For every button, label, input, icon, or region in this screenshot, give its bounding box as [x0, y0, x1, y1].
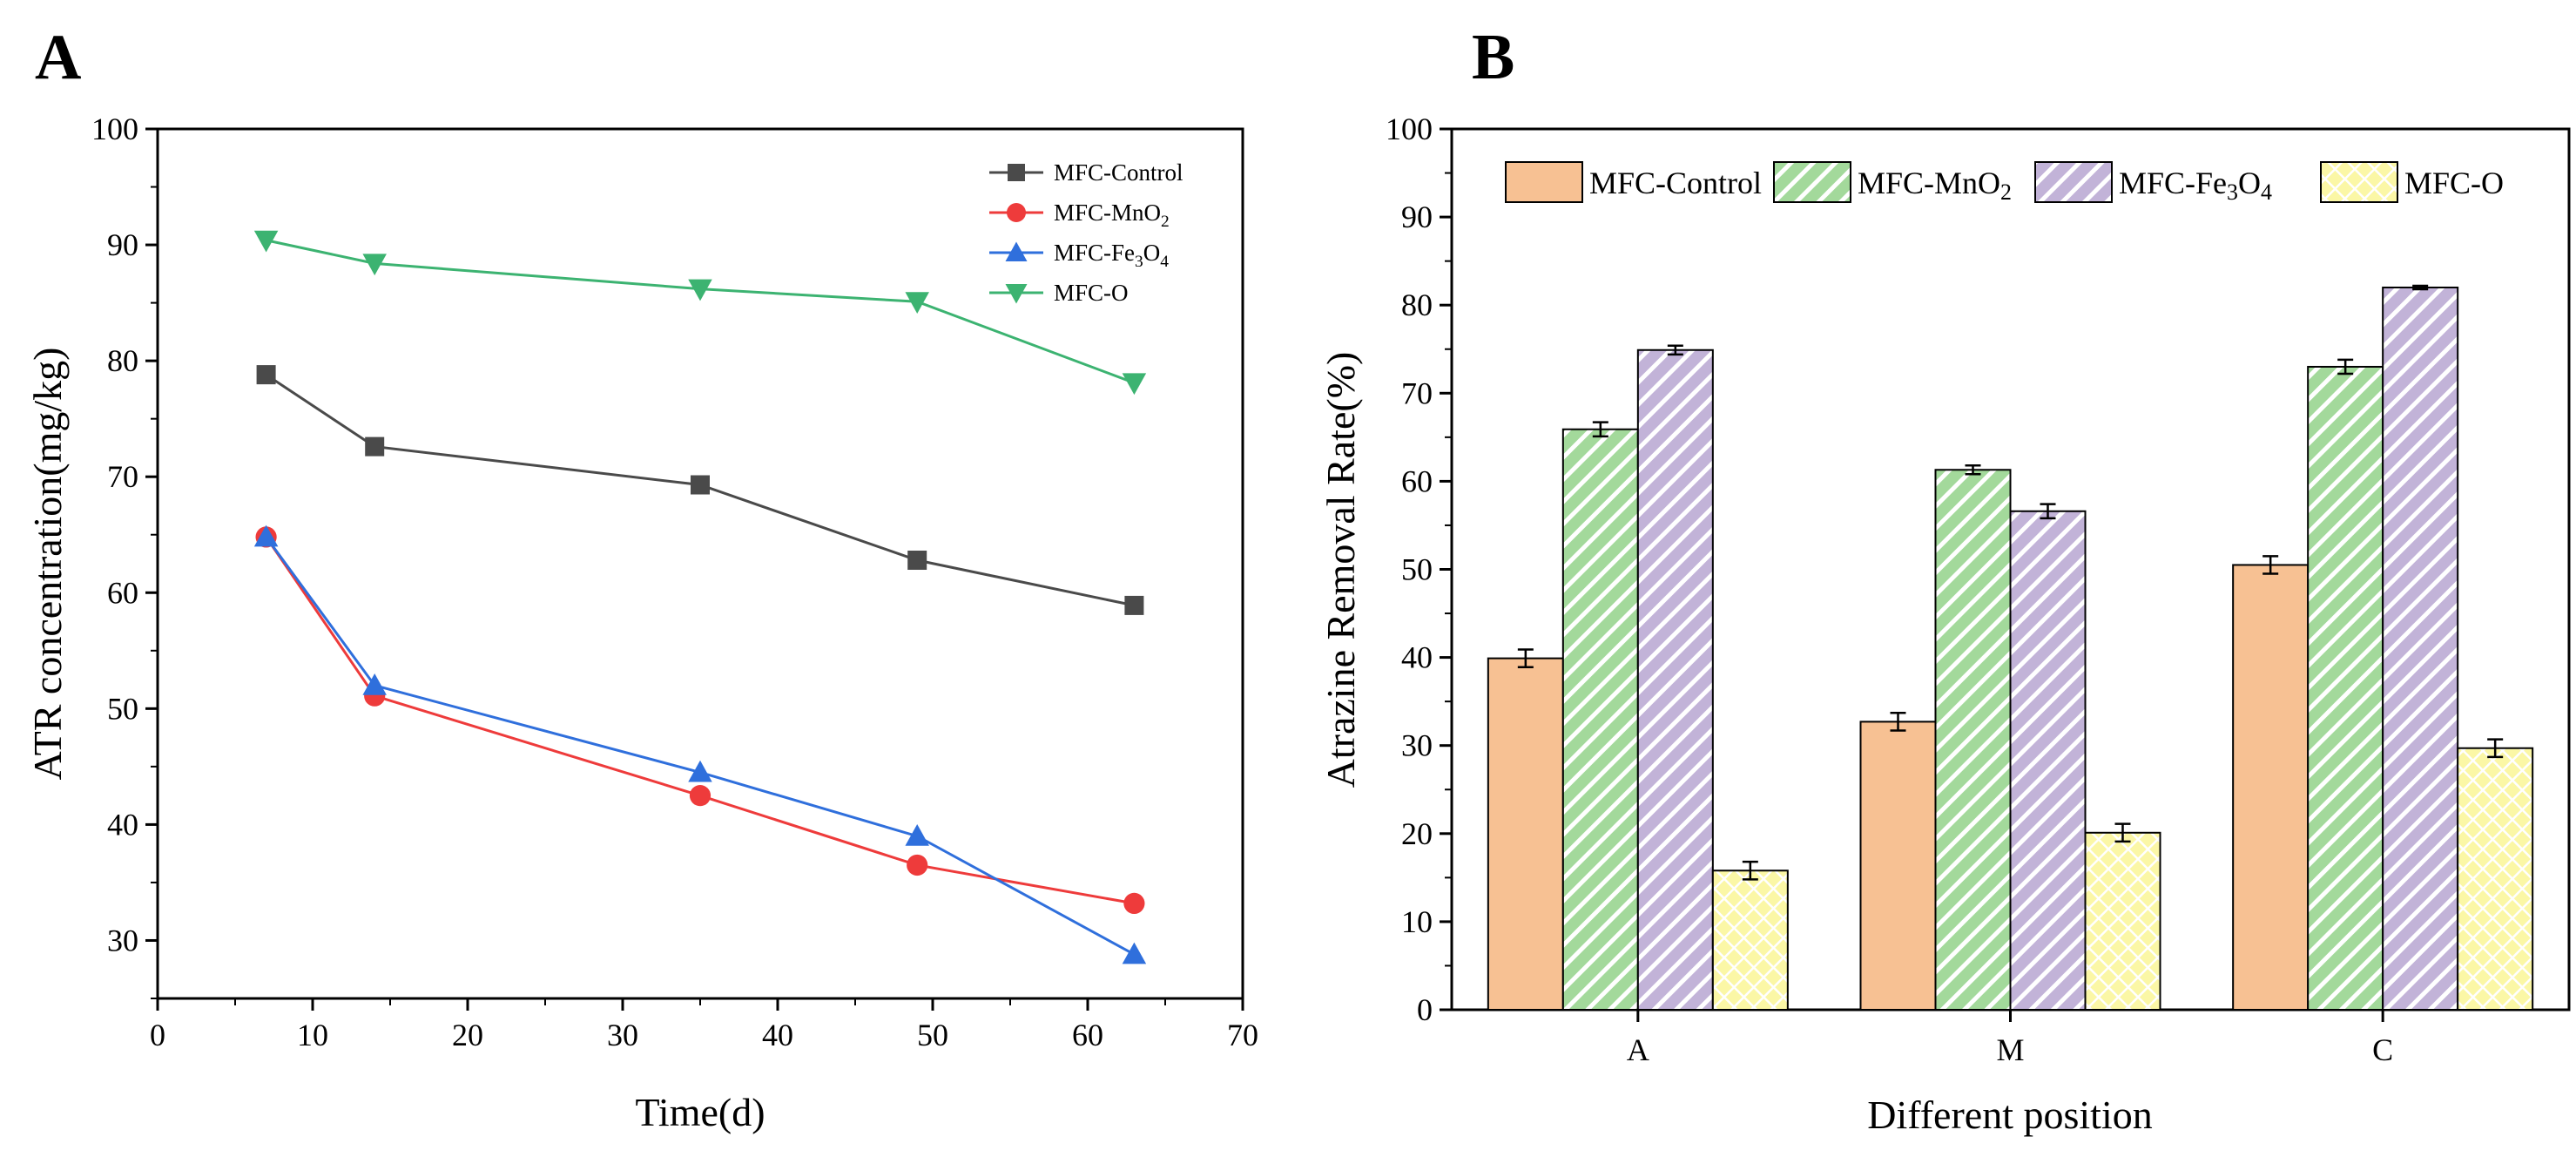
bar: [2307, 365, 2384, 1012]
y-tick-label: 50: [107, 691, 138, 726]
x-tick-label: 50: [917, 1018, 948, 1052]
legend-label: MFC-MnO2: [1858, 166, 2012, 205]
data-point: [1122, 942, 1147, 964]
data-point: [688, 760, 712, 782]
legend-label: MFC-Control: [1589, 166, 1762, 200]
data-point: [905, 823, 929, 846]
y-tick-label: 40: [1401, 640, 1433, 675]
data-point: [1124, 595, 1144, 615]
data-point: [1123, 892, 1145, 914]
data-point: [362, 673, 387, 695]
panel-b-error-bars: [1517, 284, 2504, 881]
data-point: [1122, 373, 1147, 396]
data-point: [905, 292, 929, 315]
y-tick-label: 90: [1401, 200, 1433, 234]
panel-a-label: A: [35, 22, 81, 93]
y-tick-label: 40: [107, 807, 138, 842]
legend-swatch: [1773, 161, 1851, 203]
data-point: [689, 785, 711, 807]
legend-label: MFC-Fe3O4: [1054, 240, 1169, 271]
y-tick-label: 80: [1401, 288, 1433, 322]
x-tick-label: 30: [607, 1018, 638, 1052]
panel-b-ticks: 0 10 20 30 40 50 60 70 80 90 100 A M C: [1386, 112, 2393, 1067]
y-tick-label: 30: [1401, 728, 1433, 763]
legend-marker: [1008, 164, 1025, 181]
x-tick-label: 60: [1072, 1018, 1103, 1052]
panel-b-legend: MFC-Control MFC-MnO2 MFC-Fe3O4 MFC-O: [1505, 161, 2504, 205]
y-tick-label: 60: [107, 575, 138, 610]
x-tick-label: M: [1996, 1032, 2024, 1067]
panel-a-line-chart: A 0 10 20 30 40 50 60 70 30 40 50 60 70 80 90 100 MFC-C…: [25, 22, 1258, 1134]
series-line-mfc-fe3o4: [265, 536, 1136, 956]
bar: [2382, 286, 2459, 1012]
y-tick-label: 30: [107, 923, 138, 957]
panel-b-label: B: [1472, 22, 1514, 93]
panel-b-bars: [1487, 286, 2534, 1012]
y-tick-label: 60: [1401, 463, 1433, 498]
legend-marker: [1005, 284, 1028, 304]
data-point: [907, 854, 928, 876]
y-tick-label: 70: [1401, 376, 1433, 410]
legend-marker: [1007, 203, 1026, 222]
bar: [2084, 831, 2161, 1011]
bar: [1934, 469, 2012, 1011]
bar: [2009, 510, 2087, 1011]
y-tick-label: 100: [91, 112, 138, 146]
series-line-mfc-o: [266, 239, 1135, 384]
x-tick-label: 70: [1227, 1018, 1258, 1052]
legend-label: MFC-MnO2: [1054, 200, 1170, 231]
x-tick-label: 20: [452, 1018, 483, 1052]
y-tick-label: 20: [1401, 816, 1433, 851]
data-point: [907, 551, 927, 571]
x-tick-label: 0: [150, 1018, 165, 1052]
data-point: [688, 279, 712, 301]
data-point: [256, 365, 276, 385]
y-tick-label: 0: [1417, 992, 1433, 1027]
x-tick-label: 40: [762, 1018, 793, 1052]
bar: [1636, 348, 1714, 1011]
series-line-mfc-mno2: [265, 536, 1135, 905]
legend-swatch: [2034, 161, 2113, 203]
legend-label: MFC-O: [2404, 166, 2504, 200]
bar: [1711, 869, 1789, 1012]
data-point: [362, 254, 387, 276]
data-point: [365, 436, 385, 457]
y-tick-label: 70: [107, 459, 138, 494]
bar: [1859, 721, 1937, 1011]
x-tick-label: C: [2372, 1032, 2393, 1067]
legend-label: MFC-Fe3O4: [2119, 166, 2272, 205]
x-tick-label: 10: [297, 1018, 328, 1052]
panel-a-x-axis-title: Time(d): [635, 1090, 765, 1134]
legend-swatch: [1505, 161, 1583, 203]
y-tick-label: 80: [107, 343, 138, 378]
panel-a-y-axis-title: ATR concentration(mg/kg): [25, 348, 70, 781]
data-point: [691, 475, 710, 495]
y-tick-label: 50: [1401, 552, 1433, 587]
y-tick-label: 90: [107, 227, 138, 262]
panel-a-series-lines: [265, 239, 1136, 956]
panel-a-ticks: 0 10 20 30 40 50 60 70 30 40 50 60 70 80 90 100: [91, 112, 1258, 1052]
legend-label: MFC-O: [1054, 280, 1129, 306]
legend-label: MFC-Control: [1054, 159, 1183, 186]
panel-b-y-axis-title: Atrazine Removal Rate(%): [1318, 352, 1363, 788]
bar: [1561, 428, 1639, 1012]
panel-a-legend: MFC-Control MFC-MnO2 MFC-Fe3O4 MFC-O: [989, 159, 1183, 306]
panel-a-series-markers: [253, 230, 1147, 964]
bar: [2457, 747, 2534, 1011]
x-tick-label: A: [1627, 1032, 1649, 1067]
bar: [1487, 657, 1564, 1012]
data-point: [253, 230, 279, 253]
y-tick-label: 10: [1401, 904, 1433, 939]
y-tick-label: 100: [1386, 112, 1433, 146]
panel-b-x-axis-title: Different position: [1867, 1093, 2152, 1137]
legend-swatch: [2320, 161, 2398, 203]
data-point: [253, 524, 279, 547]
legend-marker: [1005, 241, 1028, 261]
bar: [2232, 564, 2310, 1011]
